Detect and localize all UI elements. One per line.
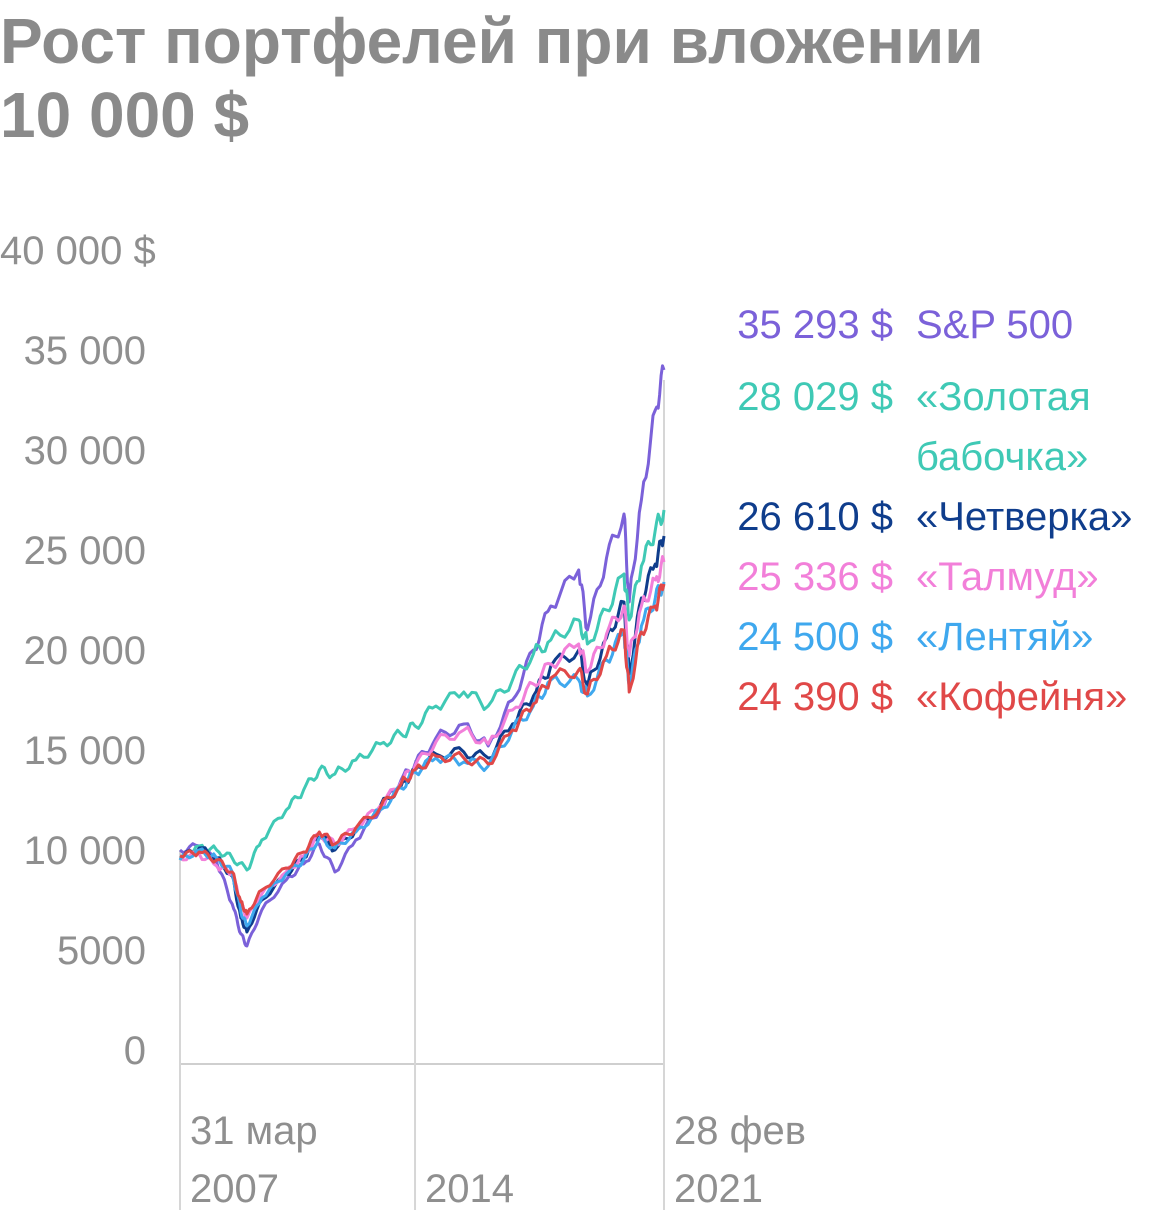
legend-value: 28 029 $	[737, 375, 893, 419]
legend-value: 25 336 $	[737, 555, 893, 599]
y-tick-label: 5000	[57, 929, 146, 973]
y-tick-label: 40 000 $	[0, 229, 156, 273]
x-tick-label: 31 мар	[190, 1109, 318, 1153]
series-line	[179, 583, 666, 916]
legend-name: «Лентяй»	[916, 615, 1093, 659]
legend-value: 24 390 $	[737, 675, 893, 719]
y-tick-label: 15 000	[24, 729, 146, 773]
title-line-2: 10 000 $	[0, 79, 250, 151]
legend-name: «Золотая	[916, 375, 1091, 419]
title-line-1: Рост портфелей при вложении	[0, 5, 984, 77]
legend-value: 26 610 $	[737, 495, 893, 539]
legend-name: «Четверка»	[916, 495, 1132, 539]
x-tick-label: 2007	[190, 1167, 279, 1211]
x-tick-label: 28 фев	[674, 1109, 806, 1153]
series-line	[178, 509, 666, 872]
x-tick-label: 2014	[425, 1167, 514, 1211]
legend-name: «Талмуд»	[916, 555, 1099, 599]
y-tick-label: 35 000	[24, 329, 146, 373]
y-tick-label: 25 000	[24, 529, 146, 573]
x-tick-label: 2021	[674, 1167, 763, 1211]
y-tick-label: 10 000	[24, 829, 146, 873]
legend-value: 35 293 $	[737, 303, 893, 347]
chart-title: Рост портфелей при вложении 10 000 $	[0, 4, 1150, 152]
legend-name: S&P 500	[916, 303, 1073, 347]
series-line	[178, 581, 666, 928]
legend-value: 24 500 $	[737, 615, 893, 659]
legend-name: «Кофейня»	[916, 675, 1127, 719]
y-tick-label: 0	[124, 1029, 146, 1073]
y-tick-label: 20 000	[24, 629, 146, 673]
series-line	[179, 555, 666, 920]
series-line	[179, 535, 666, 934]
y-tick-label: 30 000	[24, 429, 146, 473]
legend-name: бабочка»	[916, 435, 1088, 479]
